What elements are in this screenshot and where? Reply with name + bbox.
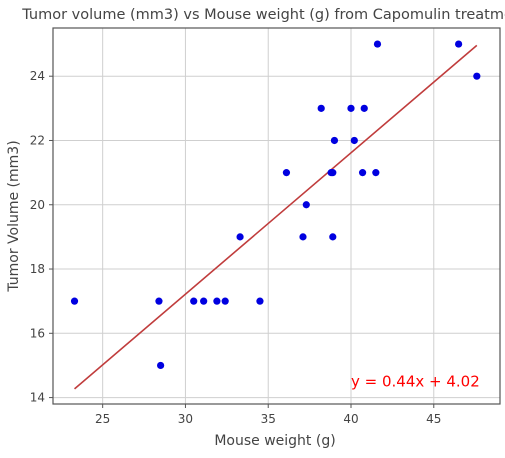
y-tick-label: 14	[30, 391, 45, 405]
y-tick-label: 24	[30, 69, 45, 83]
plot-frame	[52, 27, 501, 405]
y-tick-label: 20	[30, 198, 45, 212]
scatter-point	[350, 136, 358, 145]
scatter-point	[317, 104, 325, 112]
scatter-point	[256, 297, 264, 305]
scatter-point	[236, 233, 244, 241]
regression-line	[74, 44, 478, 390]
scatter-point	[373, 40, 382, 48]
scatter-point	[302, 201, 310, 209]
scatter-point	[455, 40, 463, 48]
scatter-point	[358, 169, 367, 177]
x-tick-label: 35	[261, 412, 276, 426]
scatter-point	[347, 104, 355, 112]
scatter-point	[329, 169, 337, 177]
scatter-point	[360, 104, 368, 112]
y-tick-label: 16	[30, 326, 45, 340]
regression-equation-annotation: y = 0.44x + 4.02	[351, 373, 480, 391]
scatter-point	[70, 297, 79, 305]
scatter-point	[473, 72, 481, 80]
chart-title: Tumor volume (mm3) vs Mouse weight (g) f…	[21, 7, 505, 23]
x-tick-label: 25	[95, 412, 110, 426]
y-tick-label: 18	[30, 262, 45, 276]
scatter-point	[221, 297, 229, 305]
scatter-point	[200, 297, 208, 305]
scatter-point	[213, 297, 221, 305]
scatter-point	[299, 233, 307, 241]
x-axis-title: Mouse weight (g)	[214, 433, 335, 449]
scatter-point	[330, 136, 339, 145]
scatter-point	[372, 169, 380, 177]
scatter-point	[329, 233, 337, 241]
scatter-point	[157, 361, 165, 370]
x-tick-label: 45	[426, 412, 441, 426]
x-tick-label: 40	[343, 412, 358, 426]
scatter-point	[190, 297, 198, 305]
scatter-point	[155, 297, 163, 305]
scatter-point	[282, 169, 291, 177]
y-tick-label: 22	[30, 133, 45, 147]
y-axis-title: Tumor Volume (mm3)	[6, 140, 22, 292]
x-tick-label: 30	[178, 412, 193, 426]
